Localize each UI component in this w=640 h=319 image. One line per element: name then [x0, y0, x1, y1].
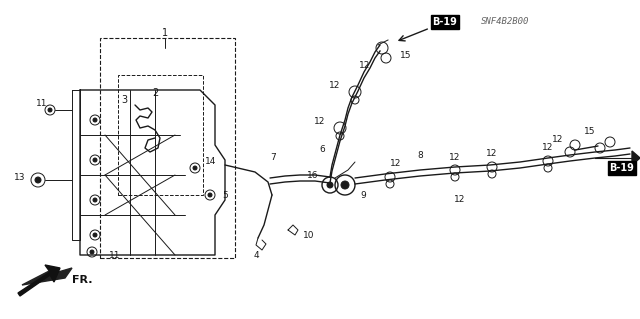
Text: 13: 13	[14, 174, 26, 182]
Text: 12: 12	[314, 117, 325, 127]
Text: 4: 4	[253, 250, 259, 259]
Text: 12: 12	[454, 196, 466, 204]
Text: B-19: B-19	[609, 163, 634, 173]
Text: FR.: FR.	[72, 275, 93, 285]
Polygon shape	[22, 268, 72, 285]
Circle shape	[90, 250, 94, 254]
Text: 8: 8	[417, 151, 423, 160]
Polygon shape	[632, 151, 640, 165]
Text: 14: 14	[205, 158, 216, 167]
Text: 12: 12	[449, 153, 461, 162]
Text: 12: 12	[552, 136, 564, 145]
Text: 7: 7	[270, 153, 276, 162]
Text: 5: 5	[222, 190, 228, 199]
Bar	[100, 38, 235, 258]
Text: SNF4B2B00: SNF4B2B00	[481, 18, 529, 26]
Circle shape	[93, 198, 97, 202]
Circle shape	[93, 118, 97, 122]
Text: 15: 15	[400, 50, 412, 60]
Text: 15: 15	[584, 128, 596, 137]
Text: 12: 12	[328, 80, 340, 90]
Text: 11: 11	[109, 250, 121, 259]
Circle shape	[341, 181, 349, 189]
Text: 12: 12	[486, 149, 498, 158]
Circle shape	[48, 108, 52, 112]
Text: 3: 3	[121, 95, 127, 105]
Text: 12: 12	[358, 61, 370, 70]
Text: 10: 10	[303, 231, 314, 240]
Text: 1: 1	[162, 28, 168, 38]
Text: 9: 9	[360, 190, 365, 199]
Circle shape	[93, 233, 97, 237]
Text: 11: 11	[36, 99, 48, 108]
Bar	[118, 75, 203, 195]
Circle shape	[208, 193, 212, 197]
Circle shape	[327, 182, 333, 188]
Text: 12: 12	[542, 144, 554, 152]
Text: B-19: B-19	[433, 17, 458, 27]
Circle shape	[93, 158, 97, 162]
Text: 2: 2	[152, 88, 158, 98]
Circle shape	[35, 177, 41, 183]
Circle shape	[193, 166, 197, 170]
Text: 6: 6	[319, 145, 325, 154]
Polygon shape	[18, 265, 60, 296]
Text: 12: 12	[390, 159, 401, 167]
Text: 16: 16	[307, 170, 318, 180]
